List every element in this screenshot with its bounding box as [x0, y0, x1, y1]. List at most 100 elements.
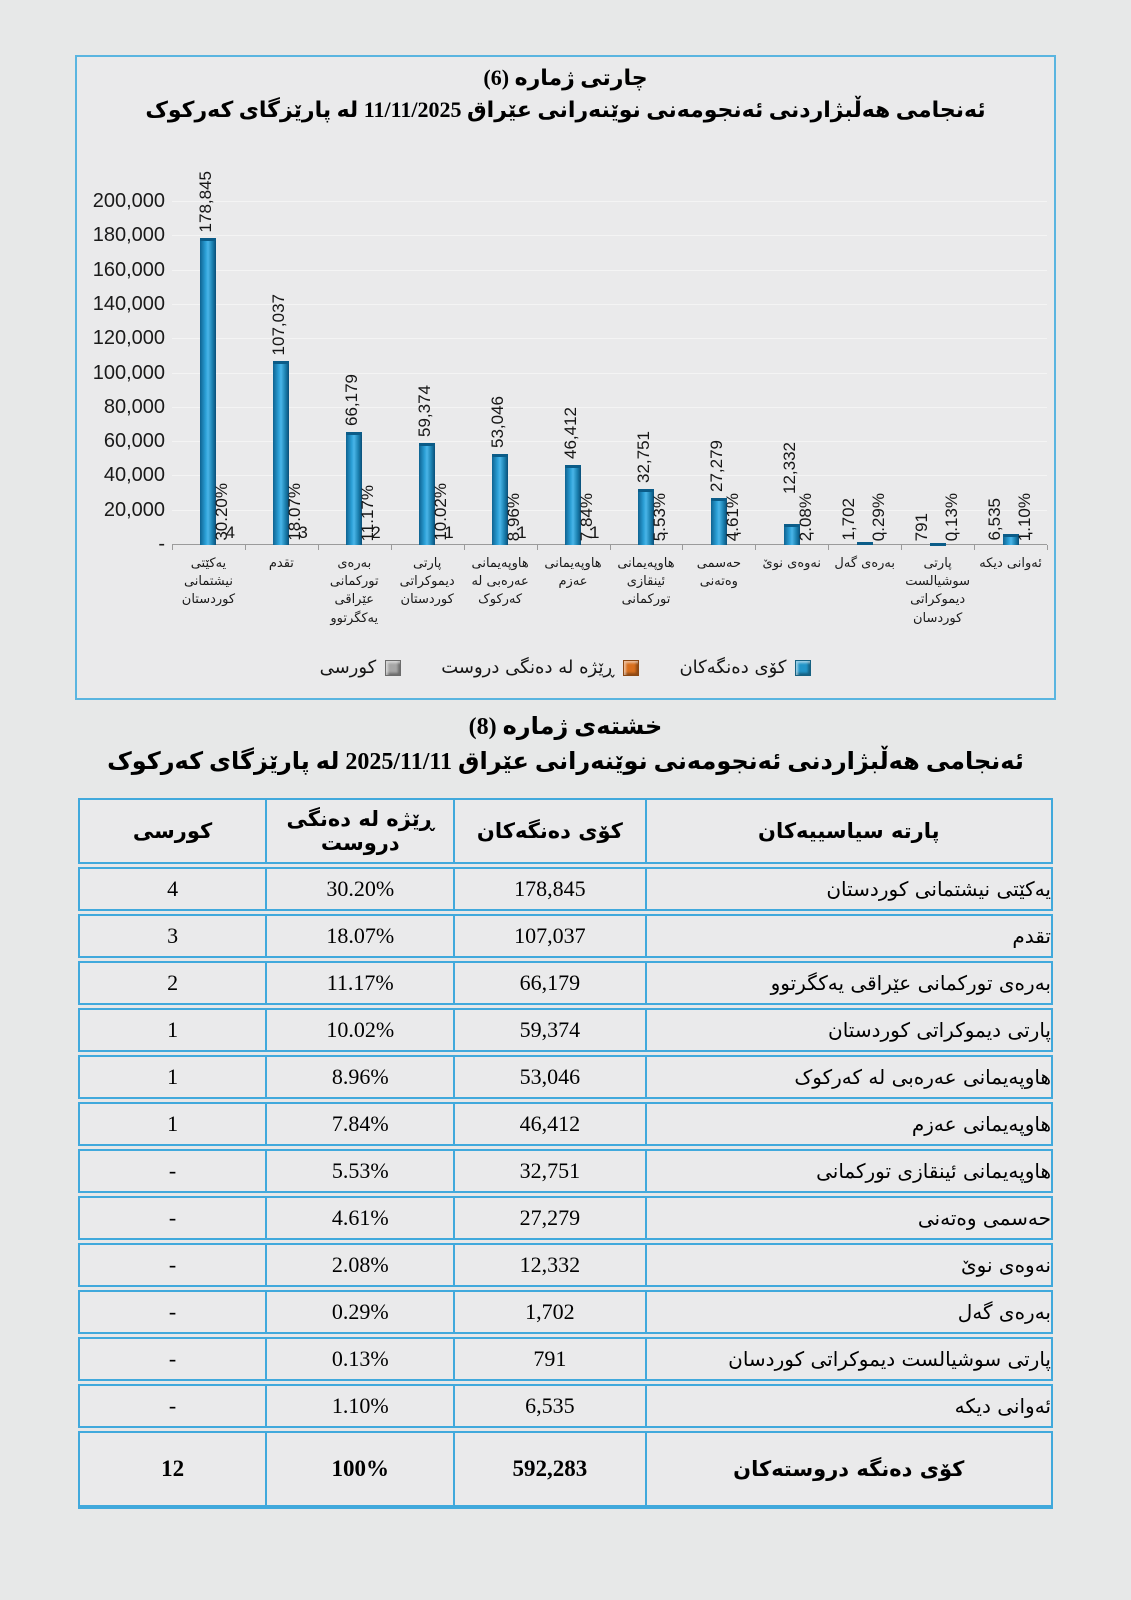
y-tick-label: - — [158, 533, 165, 555]
percent-cell: 1.10% — [267, 1384, 456, 1428]
gridline — [172, 269, 1047, 271]
category-label: هاوپەیمانی ئینقازی تورکمانی — [617, 556, 675, 608]
percent-cell: 10.02% — [267, 1008, 456, 1052]
party-name-cell: هاوپەیمانی عەرەبی له کەرکوک — [646, 1055, 1053, 1099]
percent-cell: 4.61% — [267, 1196, 456, 1240]
y-tick-label: 200,000 — [92, 190, 165, 212]
x-axis-tick — [317, 545, 319, 550]
table-header-cell: کورسی — [78, 798, 268, 864]
category-label: نەوەی نوێ — [762, 556, 822, 571]
legend-label: کۆی دەنگەکان — [679, 657, 787, 678]
bar-seats-label: 1 — [517, 523, 527, 542]
percent-cell: 18.07% — [267, 914, 456, 958]
bar-value-label: 1,702 — [838, 498, 858, 541]
bar-seats-label: 1 — [590, 523, 600, 542]
x-axis-tick — [828, 545, 830, 550]
category-label: حەسمی وەتەنی — [696, 556, 741, 590]
results-table: پارته سیاسییەکان کۆی دەنگەکان ڕێژه له دەنگ… — [78, 795, 1053, 1512]
bar-value-label: 53,046 — [488, 396, 508, 448]
percent-cell: 7.84% — [267, 1102, 456, 1146]
legend-item: کۆی دەنگەکان — [679, 657, 812, 678]
bar-value-label: 66,179 — [342, 374, 362, 426]
table-row: تقدم 107,037 18.07% 3 — [78, 914, 1053, 958]
bar-value-label: 32,751 — [633, 431, 653, 483]
x-axis-tick — [390, 545, 392, 550]
seats-cell: - — [78, 1337, 268, 1381]
x-axis-tick — [755, 545, 757, 550]
x-axis-tick — [1047, 545, 1048, 550]
x-axis-tick — [609, 545, 611, 550]
total-party-name-cell: کۆی دەنگه دروستەکان — [646, 1431, 1053, 1509]
bar-value-label: 6,535 — [984, 498, 1004, 541]
party-name-cell: تقدم — [646, 914, 1053, 958]
y-tick-label: 160,000 — [92, 258, 165, 281]
category-label: یەکێتی نیشتمانی کوردستان — [181, 556, 236, 608]
x-axis-tick — [901, 545, 903, 550]
votes-cell: 46,412 — [455, 1102, 647, 1146]
gridline — [172, 441, 1047, 443]
bar-seats-label: - — [662, 523, 669, 542]
category-label: هاوپەیمانی عەزم — [544, 556, 602, 590]
gridline — [172, 475, 1047, 477]
y-tick-label: 180,000 — [92, 224, 165, 247]
bar — [783, 524, 800, 545]
seats-cell: - — [78, 1384, 268, 1428]
x-axis-tick — [974, 545, 976, 550]
total-votes-cell: 592,283 — [455, 1431, 647, 1509]
category-label: پارتی دیموکراتی کوردستان — [399, 556, 455, 608]
gridline — [172, 201, 1047, 202]
votes-cell: 59,374 — [455, 1008, 647, 1052]
chart-title: چارتی ژماره (6) — [483, 65, 648, 90]
table-row: هاوپەیمانی ئینقازی تورکمانی 32,751 5.53% - — [78, 1149, 1053, 1193]
table-row: بەرەی تورکمانی عێراقی یەکگرتوو 66,179 11.1… — [78, 961, 1053, 1005]
bar — [929, 543, 946, 546]
category-label: تقدم — [268, 556, 294, 571]
gridline — [172, 338, 1047, 340]
bar-seats-label: - — [735, 523, 742, 542]
gridline — [172, 235, 1047, 237]
percent-cell: 8.96% — [267, 1055, 456, 1099]
table-subtitle: ئەنجامی هەڵبژاردنی ئەنجومەنی نوێنەرانی ع… — [107, 749, 1024, 775]
y-tick-label: 20,000 — [103, 498, 165, 521]
seats-cell: 3 — [78, 914, 268, 958]
table-header-row: پارته سیاسییەکان کۆی دەنگەکان ڕێژه له دەنگ… — [78, 798, 1053, 864]
votes-cell: 107,037 — [455, 914, 647, 958]
table-row: بەرەی گەل 1,702 0.29% - — [78, 1290, 1053, 1334]
x-axis-tick — [463, 545, 465, 550]
category-label: هاوپەیمانی عەرەبی له کەرکوک — [471, 556, 529, 608]
legend-label: ڕێژه له دەنگی دروست — [441, 657, 615, 678]
table-row: هاوپەیمانی عەرەبی له کەرکوک 53,046 8.96% 1 — [78, 1055, 1053, 1099]
gridline — [172, 509, 1047, 511]
votes-cell: 53,046 — [455, 1055, 647, 1099]
y-tick-label: 60,000 — [103, 430, 165, 453]
table-row: نەوەی نوێ 12,332 2.08% - — [78, 1243, 1053, 1287]
category-label: پارتی سوشیالست دیموکراتی کوردسان — [905, 556, 970, 626]
y-tick-label: 80,000 — [103, 395, 165, 418]
gridline — [172, 303, 1047, 305]
table-title: خشتەی ژماره (8) — [468, 714, 663, 740]
table-row: پارتی سوشیالست دیموکراتی کوردسان 791 0.13%… — [78, 1337, 1053, 1381]
y-tick-label: 140,000 — [92, 292, 165, 315]
bar — [710, 498, 727, 545]
gridline — [172, 406, 1047, 408]
table-row: هاوپەیمانی عەزم 46,412 7.84% 1 — [78, 1102, 1053, 1146]
chart-panel: چارتی ژماره (6) ئەنجامی هەڵبژاردنی ئەنجو… — [75, 55, 1056, 700]
legend-item: کورسی — [320, 657, 402, 678]
votes-cell: 27,279 — [455, 1196, 647, 1240]
votes-cell: 791 — [455, 1337, 647, 1381]
category-label: ئەوانی دیکه — [979, 556, 1042, 571]
party-name-cell: هاوپەیمانی ئینقازی تورکمانی — [646, 1149, 1053, 1193]
x-axis-tick — [682, 545, 684, 550]
percent-cell: 11.17% — [267, 961, 456, 1005]
table-row: پارتی دیموکراتی کوردستان 59,374 10.02% 1 — [78, 1008, 1053, 1052]
party-name-cell: بەرەی تورکمانی عێراقی یەکگرتوو — [646, 961, 1053, 1005]
category-label: بەرەی تورکمانی عێراقی یەکگرتوو — [329, 556, 379, 626]
percent-cell: 5.53% — [267, 1149, 456, 1193]
x-axis-tick — [536, 545, 538, 550]
bar — [856, 542, 873, 545]
bar — [1002, 534, 1019, 545]
bar-seats-label: - — [954, 523, 961, 542]
table-row: یەکێتی نیشتمانی کوردستان 178,845 30.20% 4 — [78, 867, 1053, 911]
bar — [273, 361, 290, 545]
bar-value-label: 791 — [911, 512, 931, 541]
